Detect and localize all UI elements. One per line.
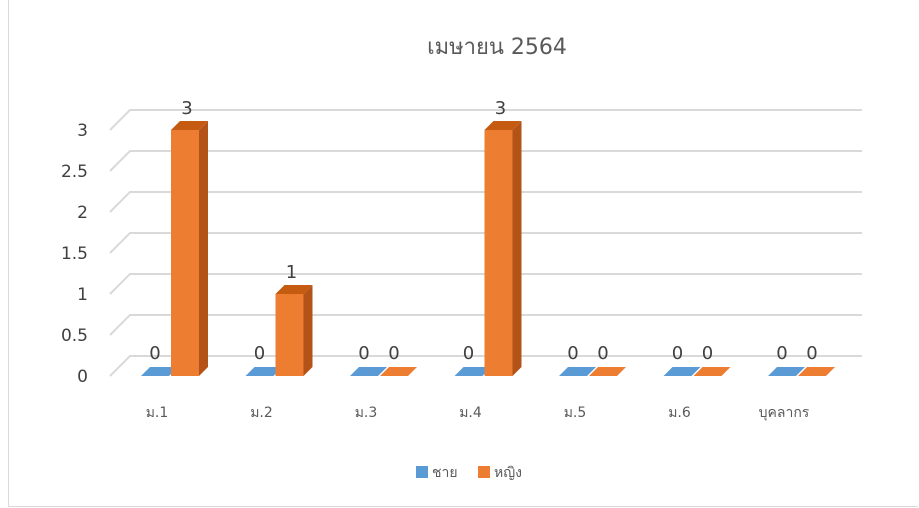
legend-swatch bbox=[416, 466, 428, 478]
y-tick-label: 3 bbox=[77, 121, 88, 141]
data-label: 0 bbox=[776, 343, 787, 364]
bar-side bbox=[303, 285, 313, 376]
legend-label: หญิง bbox=[494, 465, 522, 481]
bar-flat bbox=[141, 367, 178, 376]
bar-front bbox=[275, 294, 304, 376]
legend: ชาย หญิง bbox=[416, 465, 522, 481]
chart-title: เมษายน 2564 bbox=[427, 35, 567, 60]
bar-flat bbox=[693, 367, 731, 376]
bar-side bbox=[512, 121, 522, 376]
bar-flat bbox=[663, 367, 701, 376]
category-label: ม.6 bbox=[668, 405, 691, 421]
gridline bbox=[109, 191, 862, 213]
bar-flat bbox=[559, 367, 596, 376]
gridline bbox=[109, 150, 862, 172]
bar-flat bbox=[798, 367, 835, 376]
category-label: ม.4 bbox=[459, 405, 482, 421]
gridline bbox=[109, 273, 862, 295]
legend-label: ชาย bbox=[432, 465, 458, 481]
y-tick-label: 1.5 bbox=[61, 244, 88, 264]
data-label: 0 bbox=[702, 343, 713, 364]
y-tick-label: 2.5 bbox=[61, 162, 88, 182]
data-label: 3 bbox=[495, 98, 506, 119]
data-label: 0 bbox=[672, 343, 683, 364]
bar-flat bbox=[768, 367, 805, 376]
data-label: 0 bbox=[806, 343, 817, 364]
y-tick-label: 1 bbox=[77, 285, 88, 305]
y-axis-ticks: 0 0.5 1 1.5 2 2.5 3 bbox=[61, 121, 88, 387]
x-axis-categories: ม.1 ม.2 ม.3 ม.4 ม.5 ม.6 บุคลากร bbox=[146, 405, 810, 421]
gridline bbox=[109, 314, 862, 336]
data-label: 0 bbox=[388, 343, 399, 364]
bar-top bbox=[171, 121, 208, 130]
data-label: 0 bbox=[254, 343, 265, 364]
bar-front bbox=[484, 130, 513, 376]
y-tick-label: 0.5 bbox=[61, 326, 88, 346]
bar-flat bbox=[589, 367, 626, 376]
bar-flat bbox=[350, 367, 387, 376]
category-label: ม.5 bbox=[564, 405, 587, 421]
gridline bbox=[109, 109, 862, 131]
bar-flat bbox=[380, 367, 417, 376]
bar-flat bbox=[245, 367, 283, 376]
data-label: 0 bbox=[567, 343, 578, 364]
gridline bbox=[109, 355, 862, 377]
gridlines bbox=[109, 109, 862, 377]
bars bbox=[141, 121, 835, 376]
data-label: 0 bbox=[597, 343, 608, 364]
data-label: 0 bbox=[463, 343, 474, 364]
data-label: 1 bbox=[286, 262, 297, 283]
category-label: ม.1 bbox=[146, 405, 169, 421]
legend-swatch bbox=[478, 466, 490, 478]
bar-front bbox=[171, 130, 199, 376]
bar-side bbox=[199, 121, 208, 376]
data-label: 0 bbox=[149, 343, 160, 364]
y-tick-label: 0 bbox=[77, 367, 88, 387]
data-label: 0 bbox=[358, 343, 369, 364]
category-label: ม.3 bbox=[355, 405, 378, 421]
bar-top bbox=[484, 121, 522, 130]
gridline bbox=[109, 232, 862, 254]
bar-flat bbox=[454, 367, 492, 376]
bar-top bbox=[275, 285, 313, 294]
category-label: ม.2 bbox=[250, 405, 273, 421]
data-label: 3 bbox=[181, 98, 192, 119]
category-label: บุคลากร bbox=[759, 405, 810, 421]
chart-frame bbox=[8, 0, 918, 507]
y-tick-label: 2 bbox=[77, 203, 88, 223]
